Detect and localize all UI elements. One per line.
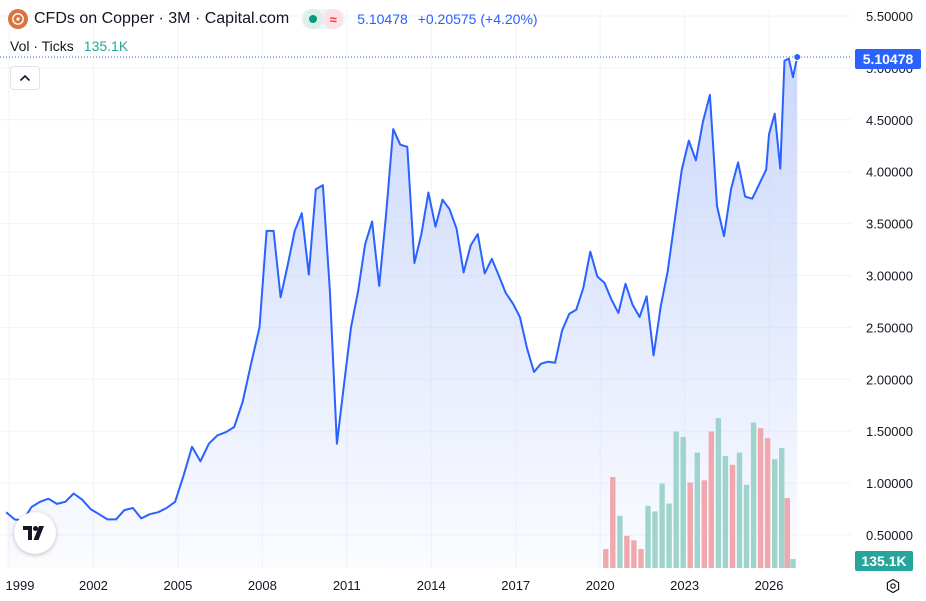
volume-bar [701,480,707,568]
gear-icon[interactable] [884,577,902,595]
price-area [6,57,798,568]
price-readout: 5.10478 +0.20575 (+4.20%) [357,11,537,27]
volume-bar [772,459,778,568]
volume-bar [624,535,630,568]
price-scale[interactable]: 0.50000 1.00000 1.50000 2.00000 2.50000 3.000… [851,0,913,601]
y-tick-label: 5.50000 [866,9,913,24]
volume-bar [638,549,644,568]
volume-bar [764,438,771,568]
market-open-icon [303,9,324,29]
volume-bar [708,431,714,568]
volume-bar [694,452,700,568]
volume-bar [743,484,750,569]
time-scale[interactable]: 1999 2002 2005 2008 2011 2014 2017 2020 2023 2026 [6,578,784,593]
tradingview-logo-icon[interactable] [14,512,56,554]
x-tick-label: 2014 [417,578,446,593]
volume-bar [659,483,665,568]
price-line [0,53,852,522]
x-tick-label: 2026 [755,578,784,593]
x-tick-label: 2008 [248,578,277,593]
y-tick-label: 2.50000 [866,320,913,335]
volume-indicator-label[interactable]: Vol · Ticks [10,38,74,54]
price-change: +0.20575 (+4.20%) [417,11,538,27]
x-tick-label: 2023 [670,578,699,593]
volume-bar [784,498,790,568]
y-tick-label: 1.50000 [866,424,913,439]
volume-bar [750,422,757,568]
price-series-line [5,56,799,522]
y-tick-label: 2.00000 [866,372,913,387]
x-tick-label: 2011 [333,578,361,593]
x-tick-label: 2017 [501,578,530,593]
chart-legend: CFDs on Copper · 3M · Capital.com ≈ 5.10… [8,8,538,30]
volume-bar [680,437,686,568]
x-tick-label: 2002 [79,578,108,593]
delayed-data-icon: ≈ [323,9,344,29]
volume-bar [652,511,658,568]
y-tick-label: 3.00000 [866,269,913,284]
y-tick-label: 4.00000 [866,165,913,180]
volume-bar [722,455,729,568]
volume-bar [729,464,736,568]
y-tick-label: 3.50000 [866,217,913,232]
volume-bar [736,452,743,568]
volume-bar [687,482,693,568]
last-price-label: 5.10478 [855,49,921,69]
market-status-pill[interactable]: ≈ [301,9,346,29]
y-tick-label: 1.00000 [866,476,913,491]
volume-bar [603,549,609,568]
y-tick-label: 0.50000 [866,528,913,543]
volume-bar [757,428,764,568]
x-tick-label: 2020 [586,578,615,593]
last-volume-label: 135.1K [855,551,913,571]
volume-bar [617,515,623,568]
volume-bar [715,418,722,568]
chevron-up-icon [19,74,31,82]
price-area-fill [6,57,798,568]
x-tick-label: 1999 [6,578,35,593]
y-tick-label: 4.50000 [866,113,913,128]
volume-bar [790,559,796,568]
volume-value: 135.1K [83,38,129,54]
x-tick-label: 2005 [163,578,192,593]
last-price-point [793,53,802,62]
volume-bar [645,505,651,568]
volume-bar [631,540,637,569]
volume-bar [779,448,785,568]
collapse-legend-button[interactable] [10,66,40,90]
volume-legend: Vol · Ticks 135.1K [10,38,128,54]
volume-bar [666,503,672,568]
volume-bars [603,418,796,569]
volume-bar [673,431,679,568]
copper-symbol-icon[interactable] [8,9,28,29]
symbol-title[interactable]: CFDs on Copper · 3M · Capital.com [34,10,290,27]
last-price: 5.10478 [357,11,408,27]
volume-bar [610,477,616,568]
